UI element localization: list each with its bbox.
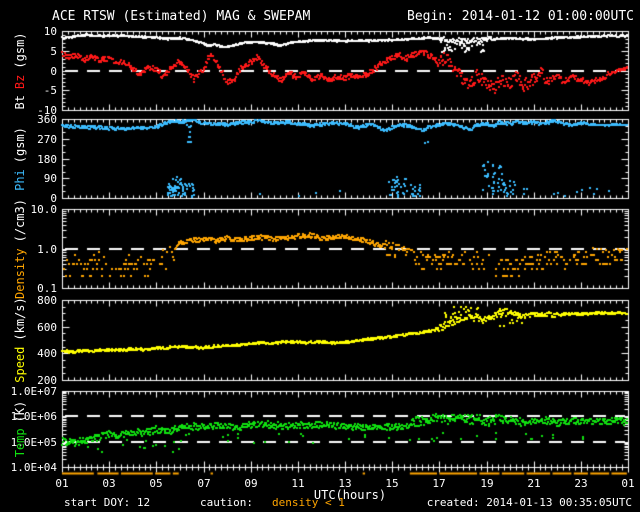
y-tick-label: 600	[37, 321, 57, 334]
x-tick-label: 17	[432, 477, 446, 490]
y-axis-label-part: (/cm3)	[13, 198, 27, 242]
y-tick-label: 0	[50, 192, 57, 205]
y-axis-label-part: Speed	[13, 346, 27, 383]
y-axis-label-part: (gsm)	[13, 31, 27, 69]
y-tick-label: 180	[37, 153, 57, 166]
x-tick-label: 13	[338, 477, 352, 490]
x-tick-label: 23	[574, 477, 588, 490]
begin-timestamp: Begin: 2014-01-12 01:00:00UTC	[407, 9, 634, 24]
y-axis-label: Bt Bz (gsm)	[13, 29, 27, 112]
x-tick-label: 01	[55, 477, 69, 490]
x-tick-label: 11	[291, 477, 305, 490]
x-tick-label: 15	[385, 477, 399, 490]
y-tick-label: 1.0E+06	[10, 410, 57, 423]
y-tick-label: 90	[43, 172, 57, 185]
y-axis-label-part: (km/s)	[13, 297, 27, 341]
y-tick-label: 1.0	[37, 243, 57, 256]
y-tick-label: -10	[37, 104, 57, 117]
y-axis-label-part: Bz	[13, 74, 27, 89]
y-axis-label-part: Density	[13, 247, 27, 299]
y-tick-label: 1.0E+05	[10, 436, 57, 449]
y-axis-label-part: Bt	[13, 94, 27, 110]
footer-status-bar: start DOY: 12 caution: density < 1 creat…	[0, 496, 640, 510]
y-tick-label: 5	[50, 45, 57, 58]
start-doy-label: start DOY: 12	[64, 496, 151, 509]
y-tick-label: 400	[37, 347, 57, 360]
y-axis-label: Density (/cm3)	[13, 196, 27, 302]
x-tick-label: 03	[102, 477, 116, 490]
y-axis-label-part: Temp	[13, 428, 27, 458]
title-row: ACE RTSW (Estimated) MAG & SWEPAM Begin:…	[0, 9, 640, 25]
x-tick-label: 07	[197, 477, 211, 490]
y-tick-label: 0	[50, 65, 57, 78]
x-axis-title: UTC(hours)	[313, 488, 387, 502]
plot-title: ACE RTSW (Estimated) MAG & SWEPAM	[52, 9, 311, 24]
y-tick-label: 1.0E+04	[10, 461, 57, 474]
caution-label: caution:	[200, 496, 253, 509]
caution-value: density < 1	[272, 496, 345, 509]
y-tick-label: 360	[37, 113, 57, 126]
y-tick-label: 270	[37, 133, 57, 146]
y-tick-label: 0.1	[37, 282, 57, 295]
x-tick-label: 21	[527, 477, 541, 490]
y-tick-label: 10	[43, 25, 57, 38]
y-axis-label-part: (K)	[13, 400, 27, 423]
x-tick-label: 01	[621, 477, 635, 490]
y-tick-label: -5	[43, 84, 57, 97]
y-tick-label: 200	[37, 374, 57, 387]
y-axis-label: Speed (km/s)	[13, 294, 27, 385]
x-tick-label: 05	[149, 477, 163, 490]
y-tick-label: 800	[37, 294, 57, 307]
created-timestamp: created: 2014-01-13 00:35:05UTC	[426, 496, 632, 509]
y-tick-label: 10.0	[30, 203, 58, 216]
x-tick-label: 19	[480, 477, 494, 490]
y-axis-label-part: Phi	[13, 168, 27, 191]
y-axis-label: Phi (gsm)	[13, 124, 27, 194]
y-axis-label-part: (gsm)	[13, 126, 27, 163]
x-tick-label: 09	[244, 477, 258, 490]
y-axis-label: Temp (K)	[13, 398, 27, 461]
y-tick-label: 1.0E+07	[10, 385, 57, 398]
